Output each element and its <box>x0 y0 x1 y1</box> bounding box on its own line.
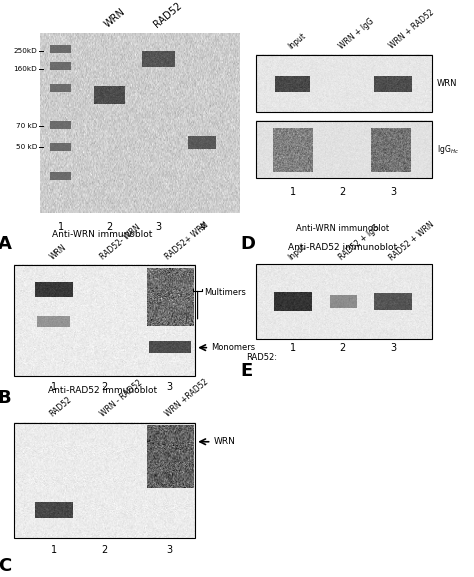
Text: Input: Input <box>287 31 308 51</box>
Text: RAD52- WRN: RAD52- WRN <box>99 222 143 261</box>
Text: 2: 2 <box>106 222 112 232</box>
Text: Monomers: Monomers <box>211 343 255 352</box>
Text: 2: 2 <box>101 382 108 392</box>
Text: RAD52: RAD52 <box>48 395 73 418</box>
Text: WRN + IgG: WRN + IgG <box>337 17 375 51</box>
Text: 70 kD: 70 kD <box>16 122 37 129</box>
Text: 1: 1 <box>51 382 57 392</box>
Text: WRN: WRN <box>437 80 457 88</box>
Text: WRN: WRN <box>214 437 236 446</box>
Text: RAD52:: RAD52: <box>246 353 277 362</box>
Text: 3: 3 <box>167 382 173 392</box>
Text: 3: 3 <box>390 187 396 197</box>
Text: B: B <box>0 389 11 407</box>
Text: Anti-RAD52 immunoblot: Anti-RAD52 immunoblot <box>48 386 157 395</box>
Text: E: E <box>240 362 253 380</box>
Text: 1: 1 <box>290 343 296 353</box>
Text: 1: 1 <box>57 222 64 232</box>
Text: 3: 3 <box>167 545 173 554</box>
Text: Anti-WRN immunoblot: Anti-WRN immunoblot <box>52 230 153 239</box>
Bar <box>255 121 432 178</box>
Text: Multimers: Multimers <box>205 288 246 297</box>
Text: 1: 1 <box>290 187 296 197</box>
Text: D: D <box>240 235 255 253</box>
Text: WRN +RAD52: WRN +RAD52 <box>164 377 210 418</box>
Text: A: A <box>0 235 12 253</box>
Bar <box>255 264 432 339</box>
Text: 50 kD: 50 kD <box>16 144 37 151</box>
Text: 2: 2 <box>340 343 346 353</box>
Text: WRN: WRN <box>48 242 68 261</box>
Text: Anti-WRN immunoblot: Anti-WRN immunoblot <box>296 224 389 233</box>
Text: Input: Input <box>287 242 308 262</box>
Text: Anti-RAD52 immunoblot: Anti-RAD52 immunoblot <box>288 243 397 252</box>
Text: RAD52: RAD52 <box>152 0 183 29</box>
Text: C: C <box>0 557 11 575</box>
Text: 3: 3 <box>390 343 396 353</box>
Text: 2: 2 <box>101 545 108 554</box>
Bar <box>14 265 195 376</box>
Text: 2: 2 <box>340 187 346 197</box>
Text: RAD52 + IgG: RAD52 + IgG <box>337 223 381 262</box>
Text: IgG$_{Hc}$: IgG$_{Hc}$ <box>437 143 458 156</box>
Bar <box>255 55 432 113</box>
Text: RAD52+ WRN: RAD52+ WRN <box>164 220 210 261</box>
Text: RAD52 + WRN: RAD52 + WRN <box>387 219 436 262</box>
Bar <box>14 423 195 538</box>
Text: 160kD: 160kD <box>14 66 37 72</box>
Text: 4: 4 <box>199 222 205 232</box>
Text: 1: 1 <box>51 545 57 554</box>
Text: 250kD: 250kD <box>14 48 37 54</box>
Text: WRN + RAD52: WRN + RAD52 <box>387 8 436 51</box>
Text: 3: 3 <box>155 222 161 232</box>
Text: WRN: WRN <box>103 6 128 29</box>
Text: WRN - RAD52: WRN - RAD52 <box>99 378 145 418</box>
